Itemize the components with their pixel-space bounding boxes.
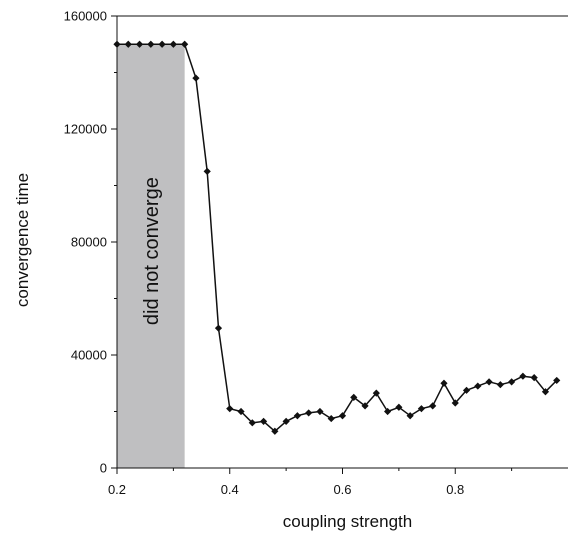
x-tick-label: 0.4 (221, 482, 239, 497)
data-point (519, 372, 527, 380)
data-point (361, 402, 369, 410)
x-tick-label: 0.2 (108, 482, 126, 497)
data-point (248, 419, 256, 427)
data-point (293, 412, 301, 420)
y-tick-label: 80000 (71, 235, 107, 250)
axes: 0 40000 80000 120000 160000 0.2 0.4 0.6 0.8 (64, 9, 568, 497)
data-point (214, 324, 223, 332)
data-point (259, 417, 268, 425)
data-point (316, 407, 324, 416)
data-point (474, 382, 482, 390)
data-point (327, 414, 335, 423)
y-tick-label: 160000 (64, 9, 107, 24)
y-tick-label: 0 (100, 461, 107, 476)
x-axis-title: coupling strength (283, 512, 412, 531)
plot-area (113, 40, 561, 468)
data-point (181, 40, 189, 48)
data-point (485, 378, 493, 386)
data-point (124, 40, 132, 48)
y-axis-title: convergence time (13, 173, 32, 307)
data-point (406, 412, 414, 420)
shaded-region (117, 44, 185, 468)
data-point (372, 389, 380, 397)
data-point (530, 374, 538, 382)
data-point (553, 376, 561, 385)
data-point (226, 405, 234, 413)
data-point (440, 379, 448, 387)
data-point (451, 399, 459, 407)
data-point (237, 407, 245, 416)
data-point (203, 167, 211, 175)
data-point (395, 403, 403, 411)
data-point (169, 40, 177, 48)
series-line-0 (117, 43, 558, 433)
data-point (282, 417, 290, 425)
data-point (338, 412, 347, 420)
x-tick-label: 0.6 (333, 482, 351, 497)
data-point (158, 40, 166, 48)
data-point (496, 381, 504, 389)
data-point (305, 409, 313, 417)
data-point (192, 74, 200, 82)
y-tick-label: 40000 (71, 348, 107, 363)
x-tick-label: 0.8 (446, 482, 464, 497)
did-not-converge-label: did not converge (141, 177, 163, 325)
data-point (147, 40, 155, 48)
data-point (417, 405, 426, 413)
data-point (271, 427, 279, 435)
data-point (541, 388, 550, 396)
data-point (429, 402, 437, 410)
data-point (350, 393, 358, 401)
y-tick-label: 120000 (64, 122, 107, 137)
data-point (384, 407, 392, 416)
data-point (508, 378, 516, 386)
data-point (462, 386, 471, 394)
data-point (135, 40, 144, 48)
